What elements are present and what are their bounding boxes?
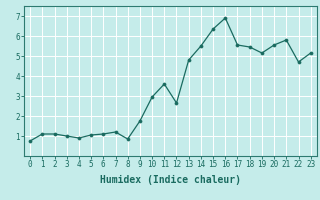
X-axis label: Humidex (Indice chaleur): Humidex (Indice chaleur) [100, 175, 241, 185]
